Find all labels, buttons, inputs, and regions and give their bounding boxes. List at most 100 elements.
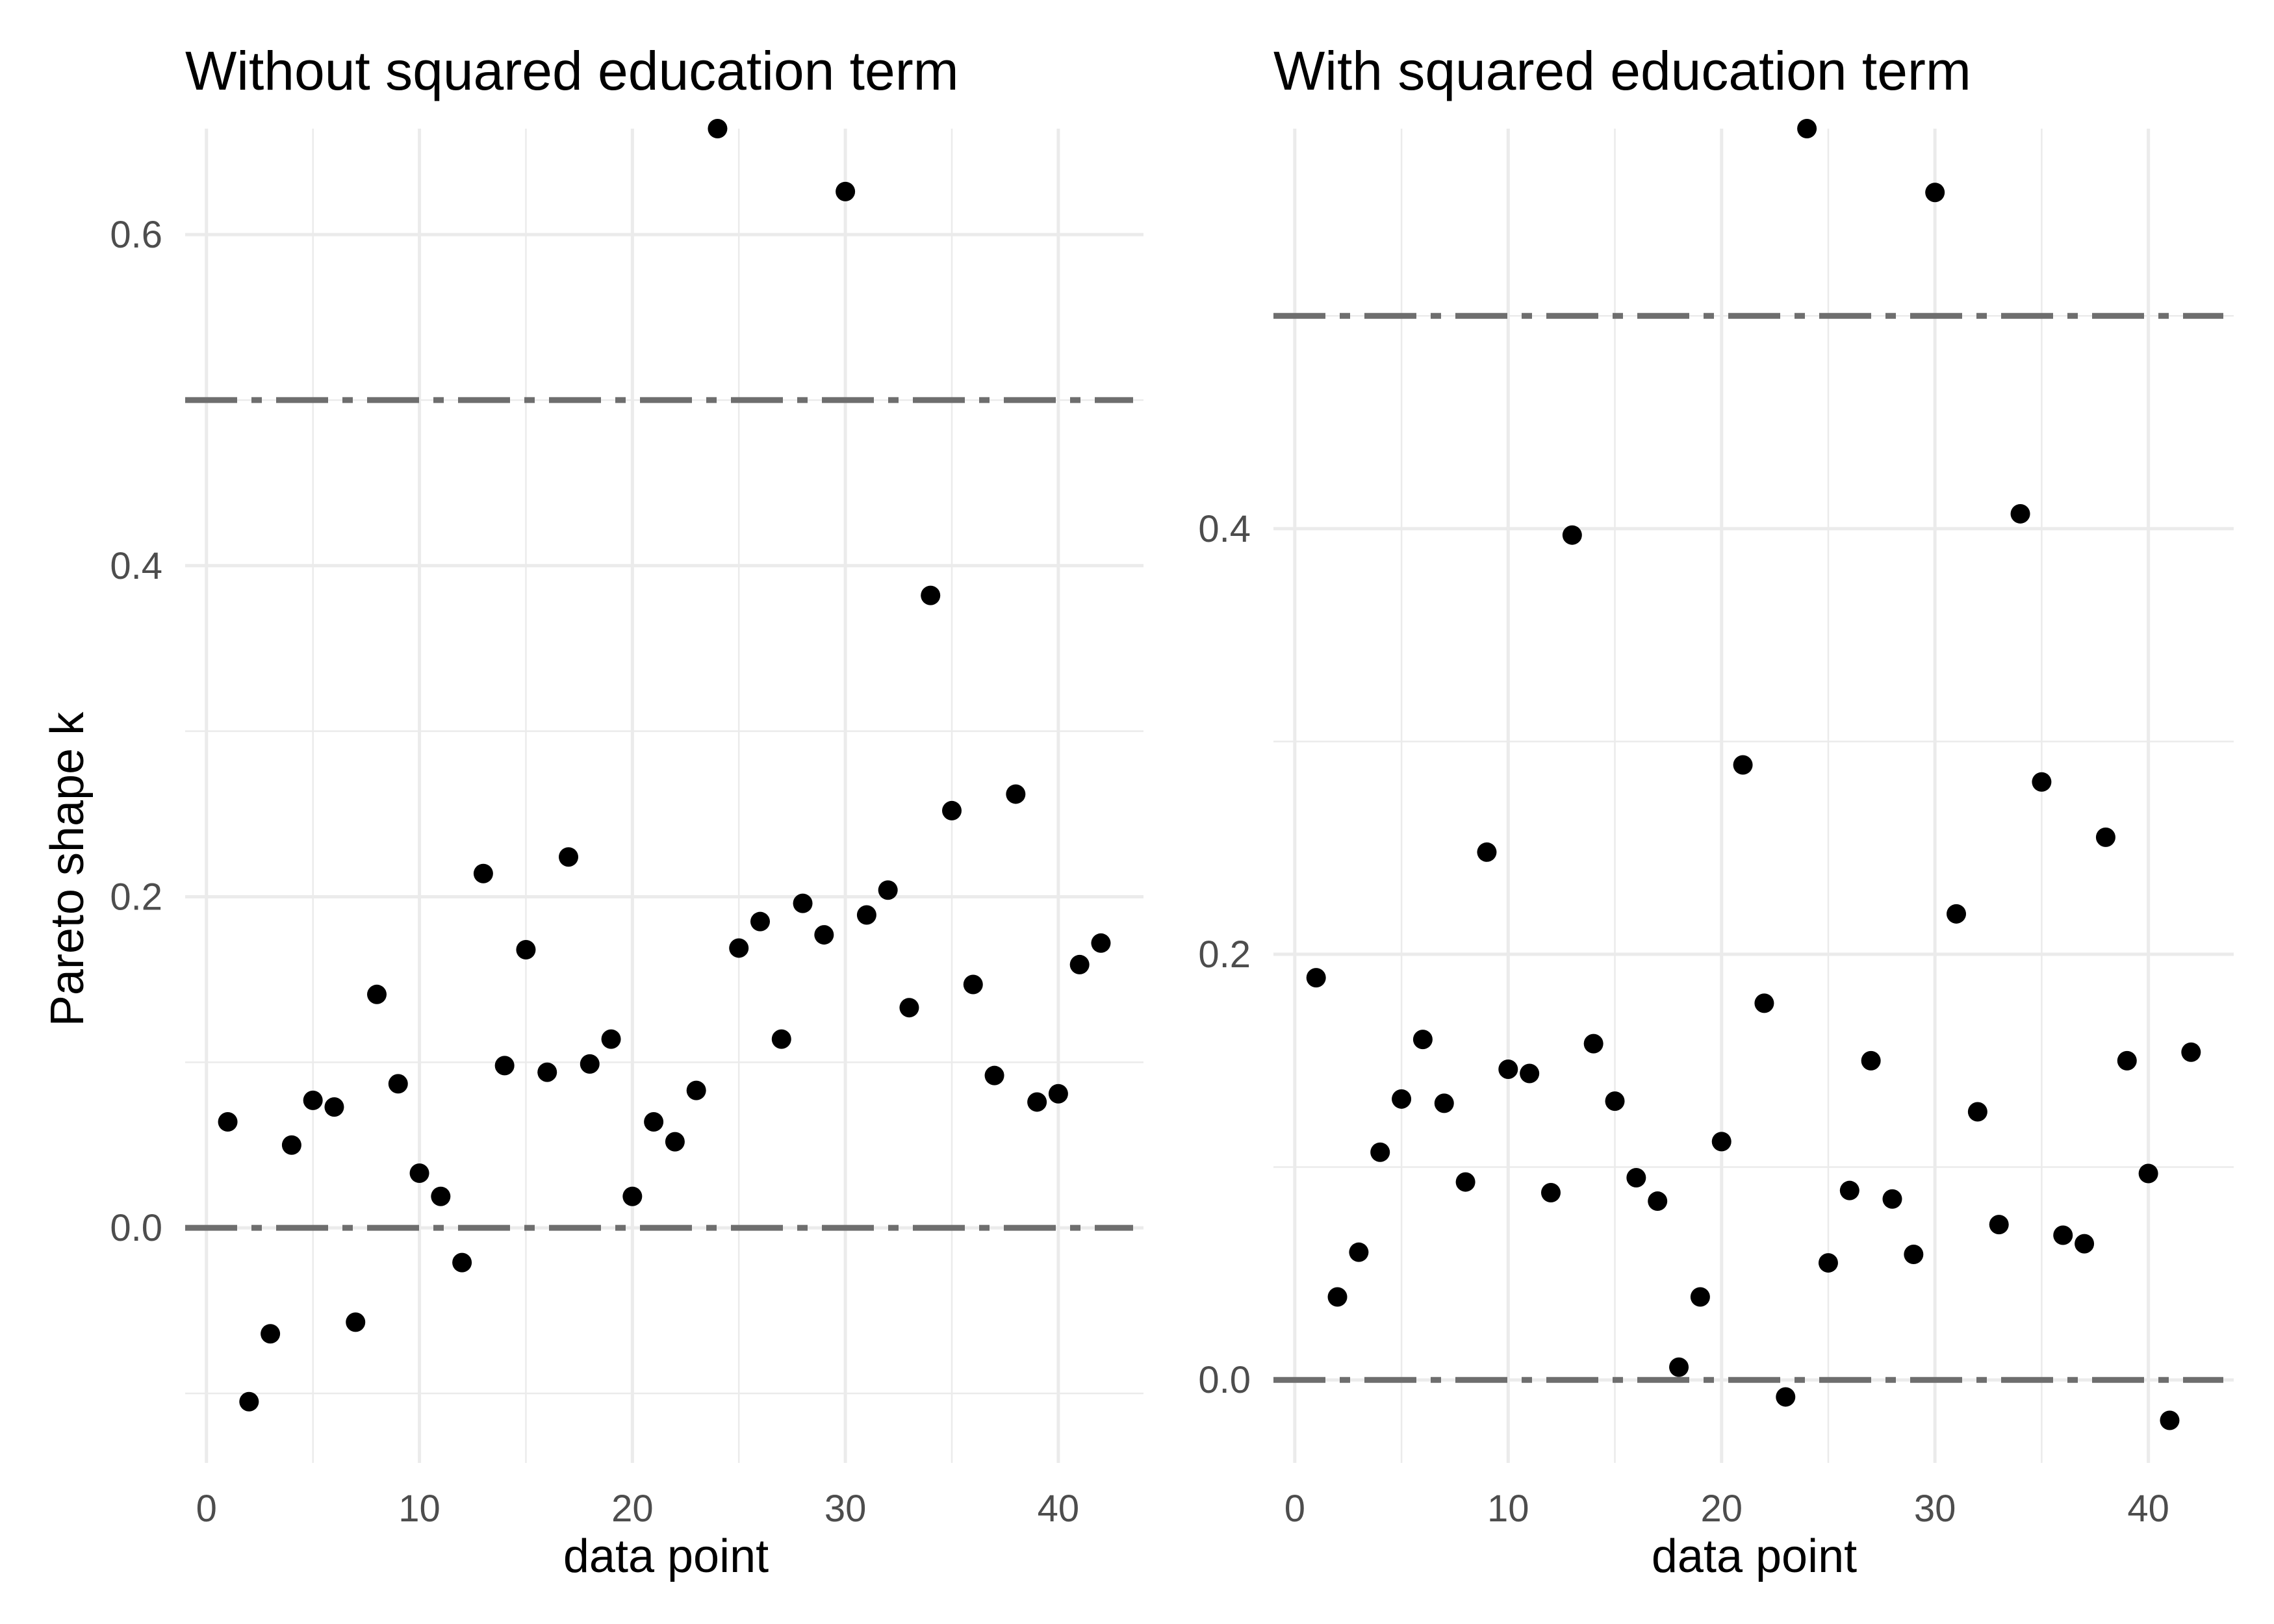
y-tick-labels: 0.0 0.2 0.4 0.6: [110, 214, 162, 1249]
data-point: [1349, 1242, 1369, 1262]
y-tick-label: 0.6: [110, 214, 162, 256]
data-point: [1690, 1287, 1710, 1307]
y-tick-label: 0.4: [1198, 508, 1251, 550]
data-point: [516, 940, 536, 959]
data-point: [878, 880, 898, 900]
data-point: [1498, 1059, 1518, 1079]
data-point: [494, 1056, 515, 1076]
data-point: [2095, 827, 2115, 847]
data-point: [1839, 1180, 1859, 1200]
data-point: [665, 1132, 685, 1152]
data-points: [218, 119, 1111, 1412]
data-point: [1947, 904, 1967, 924]
data-point: [750, 911, 770, 932]
y-tick-label: 0.2: [110, 876, 162, 918]
x-tick-label: 10: [1487, 1488, 1529, 1530]
data-point: [1327, 1287, 1348, 1307]
data-point: [1583, 1034, 1603, 1054]
data-point: [856, 905, 876, 925]
x-tick-label: 0: [196, 1488, 217, 1530]
y-tick-label: 0.0: [110, 1207, 162, 1249]
data-point: [814, 925, 834, 945]
data-point: [686, 1080, 706, 1100]
data-point: [2010, 503, 2030, 524]
data-point: [1776, 1387, 1796, 1407]
x-tick-labels: 0 10 20 30 40: [1284, 1488, 2169, 1530]
data-point: [239, 1391, 259, 1412]
data-point: [921, 585, 941, 605]
x-tick-label: 0: [1284, 1488, 1305, 1530]
data-point: [1669, 1357, 1689, 1377]
data-point: [984, 1065, 1004, 1085]
x-tick-labels: 0 10 20 30 40: [196, 1488, 1080, 1530]
y-axis-title: Pareto shape k: [42, 711, 94, 1026]
x-tick-label: 20: [611, 1488, 654, 1530]
data-point: [473, 863, 493, 883]
data-point: [1562, 525, 1582, 545]
data-point: [2053, 1225, 2073, 1245]
data-point: [1925, 183, 1945, 203]
data-point: [2181, 1042, 2201, 1062]
data-point: [1370, 1142, 1390, 1162]
data-point: [346, 1312, 366, 1332]
data-point: [1455, 1172, 1476, 1192]
data-point: [1477, 842, 1497, 862]
grid: [185, 129, 1143, 1463]
data-point: [1006, 784, 1026, 804]
data-point: [708, 119, 728, 138]
data-point: [281, 1135, 301, 1155]
data-point: [1306, 968, 1326, 988]
data-point: [771, 1029, 791, 1049]
data-point: [261, 1324, 281, 1344]
data-point: [1434, 1093, 1454, 1113]
data-point: [452, 1252, 472, 1273]
y-tick-label: 0.4: [110, 545, 162, 587]
data-point: [2138, 1163, 2158, 1184]
data-point: [1605, 1091, 1625, 1111]
data-point: [1540, 1182, 1561, 1202]
reference-lines: [185, 397, 1133, 1231]
data-point: [1412, 1030, 1433, 1050]
data-point: [1069, 954, 1090, 974]
panel-title: Without squared education term: [185, 40, 959, 101]
data-point: [1648, 1191, 1668, 1212]
panel-title: With squared education term: [1273, 40, 1971, 101]
x-tick-label: 30: [824, 1488, 867, 1530]
data-point: [899, 998, 919, 1018]
x-tick-label: 40: [1038, 1488, 1080, 1530]
data-point: [1861, 1050, 1881, 1071]
data-point: [729, 938, 749, 958]
reference-lines: [1273, 312, 2223, 1383]
data-point: [324, 1097, 344, 1117]
data-point: [409, 1163, 429, 1184]
data-point: [1520, 1063, 1540, 1084]
data-point: [1048, 1084, 1068, 1104]
x-axis-title: data point: [1652, 1530, 1857, 1582]
x-axis-title: data point: [563, 1530, 769, 1582]
data-point: [942, 800, 962, 820]
data-point: [1392, 1089, 1412, 1109]
x-tick-label: 30: [1914, 1488, 1956, 1530]
data-point: [1027, 1092, 1047, 1112]
data-point: [644, 1112, 664, 1132]
data-point: [1967, 1102, 1987, 1122]
data-point: [1989, 1215, 2009, 1235]
data-points: [1306, 119, 2201, 1430]
data-point: [537, 1062, 557, 1082]
data-point: [1818, 1253, 1838, 1273]
data-point: [303, 1090, 323, 1110]
data-point: [2032, 772, 2052, 792]
data-point: [1733, 755, 1753, 775]
x-tick-label: 10: [398, 1488, 441, 1530]
data-point: [2075, 1234, 2095, 1254]
panel-with-squared-term: With squared education term data point 0…: [1198, 40, 2234, 1582]
data-point: [793, 893, 813, 913]
data-point: [1797, 119, 1817, 138]
y-tick-label: 0.2: [1198, 933, 1251, 976]
data-point: [622, 1186, 643, 1206]
data-point: [1882, 1189, 1902, 1209]
data-point: [1626, 1168, 1646, 1188]
data-point: [367, 984, 387, 1004]
